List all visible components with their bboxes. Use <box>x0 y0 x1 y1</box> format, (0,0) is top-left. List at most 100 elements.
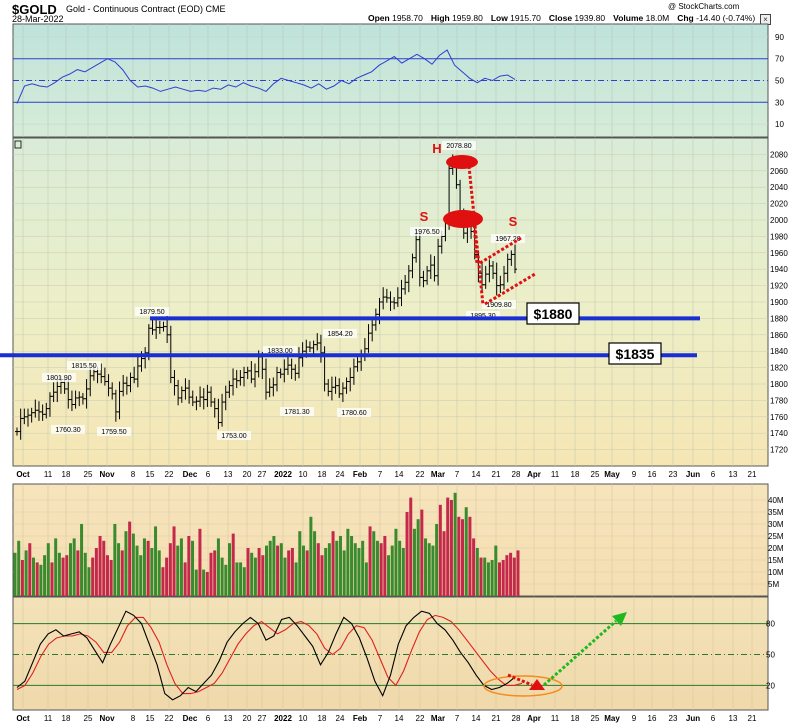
volume-bar <box>242 567 246 596</box>
stoch-oversold-ellipse <box>483 675 563 697</box>
volume-bar <box>72 538 76 596</box>
price-annotation: 1801.90 <box>46 375 71 382</box>
volume-bar <box>17 540 21 596</box>
volume-bar <box>165 557 169 596</box>
volume-bar <box>305 550 309 596</box>
price-tick-label: 2000 <box>770 216 788 225</box>
volume-bar <box>364 562 368 596</box>
volume-bar <box>313 531 317 596</box>
ticker-symbol: $GOLD <box>12 2 57 17</box>
rsi-tick-label: 70 <box>775 55 784 64</box>
price-annotation-bg <box>51 425 85 434</box>
volume-bar <box>142 538 146 596</box>
price-annotation-bg <box>466 311 500 320</box>
price-tick-label: 1780 <box>770 396 788 405</box>
volume-bar <box>431 545 435 596</box>
stat-label: Open <box>368 13 393 23</box>
x-axis-tick-label: 18 <box>62 470 71 479</box>
x-axis-tick-label: 21 <box>748 470 757 479</box>
price-tick-label: 1800 <box>770 380 788 389</box>
stoch-d-line <box>16 614 523 695</box>
volume-bar <box>387 555 391 596</box>
volume-bar <box>409 497 413 596</box>
x-axis-tick-label: 6 <box>206 470 211 479</box>
volume-bar <box>272 536 276 596</box>
x-axis-tick-label: 25 <box>591 714 600 723</box>
price-tick-label: 1980 <box>770 232 788 241</box>
x-axis-tick-label: 11 <box>44 714 53 723</box>
x-axis-tick-label: 28 <box>512 714 521 723</box>
volume-bar <box>231 533 235 596</box>
volume-bar <box>327 543 331 596</box>
volume-bar <box>187 536 191 596</box>
volume-bar <box>509 552 513 596</box>
price-tick-label: 1860 <box>770 331 788 340</box>
pattern-label: S <box>420 209 429 224</box>
volume-bar <box>228 543 232 596</box>
stat-value: 1959.80 <box>452 13 483 23</box>
price-annotation-bg <box>135 307 169 316</box>
x-axis-tick-label: Nov <box>99 714 115 723</box>
stat-low: Low 1915.70 <box>491 13 545 23</box>
stat-value: 1958.70 <box>392 13 423 23</box>
volume-bar <box>194 569 198 596</box>
x-axis-tick-label: Mar <box>431 714 445 723</box>
price-annotation: 1759.50 <box>101 429 126 436</box>
stat-volume: Volume 18.0M <box>613 13 673 23</box>
volume-bar <box>398 540 402 596</box>
volume-bar <box>276 545 280 596</box>
volume-bar <box>435 524 439 596</box>
volume-bar <box>353 543 357 596</box>
x-axis-tick-label: 25 <box>84 714 93 723</box>
volume-bar <box>246 548 250 596</box>
head-marker <box>446 155 478 169</box>
ohlc-bar <box>513 244 517 274</box>
stat-label: High <box>430 13 453 23</box>
volume-bar <box>131 533 135 596</box>
x-axis-tick-label: 23 <box>669 470 678 479</box>
stat-label: Close <box>548 13 575 23</box>
volume-bar <box>265 545 268 596</box>
rsi-line <box>16 49 516 104</box>
price-annotation-bg <box>337 408 371 417</box>
x-axis-tick-label: 18 <box>318 470 327 479</box>
x-axis-tick-label: 27 <box>258 714 267 723</box>
x-axis-tick-label: 16 <box>648 714 657 723</box>
price-annotation: 1976.50 <box>414 229 439 236</box>
x-axis-tick-label: 13 <box>729 714 738 723</box>
stoch-k-line <box>16 610 516 701</box>
volume-bar <box>486 562 490 596</box>
shoulder-dotted <box>472 219 479 266</box>
support-label-box <box>526 302 580 325</box>
x-axis-tick-label: 15 <box>146 714 155 723</box>
volume-bar <box>375 540 379 596</box>
volume-bar <box>346 528 350 596</box>
price-annotation-bg <box>67 361 101 370</box>
volume-tick-label: 5M <box>768 580 779 589</box>
support-label-box <box>608 342 662 365</box>
volume-bar <box>342 550 346 596</box>
support-label: $1835 <box>616 346 655 362</box>
x-axis-tick-label: 21 <box>492 470 501 479</box>
x-axis-tick-label: 22 <box>416 714 425 723</box>
volume-bar <box>94 548 98 596</box>
volume-bar <box>287 550 291 596</box>
price-tick-label: 1840 <box>770 347 788 356</box>
x-axis-tick-label: 8 <box>131 470 136 479</box>
volume-bar <box>24 550 28 596</box>
volume-bar <box>512 557 516 596</box>
rsi-tick-label: 90 <box>775 33 784 42</box>
volume-bar <box>475 548 479 596</box>
x-axis-tick-label: 16 <box>648 470 657 479</box>
volume-bar <box>179 538 183 596</box>
x-axis-tick-label: 15 <box>146 470 155 479</box>
x-axis-tick-label: 23 <box>669 714 678 723</box>
x-axis-tick-label: 14 <box>395 714 404 723</box>
stat-value: -14.40 (-0.74%) <box>696 13 756 23</box>
volume-bar <box>128 521 132 596</box>
pattern-label: S <box>509 214 518 229</box>
x-axis-tick-label: 10 <box>299 470 308 479</box>
x-axis-tick-label: 6 <box>206 714 211 723</box>
volume-bar <box>416 519 420 596</box>
x-axis-tick-label: 11 <box>551 470 560 479</box>
